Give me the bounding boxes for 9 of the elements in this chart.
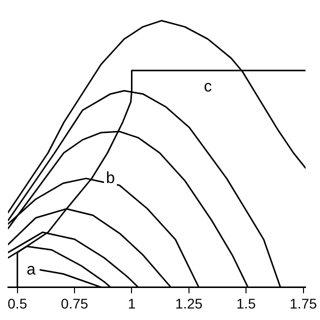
x-tick-label: 0.5 — [8, 295, 28, 312]
x-tick-label: 0.75 — [60, 295, 88, 312]
x-tick-label: 1.5 — [236, 295, 256, 312]
x-tick-label: 1 — [128, 295, 136, 312]
x-tick-label: 1.75 — [290, 295, 318, 312]
annotation: a — [26, 261, 36, 278]
x-tick-label: 1.25 — [175, 295, 203, 312]
annotation: b — [106, 170, 116, 187]
annotation: c — [204, 78, 212, 96]
